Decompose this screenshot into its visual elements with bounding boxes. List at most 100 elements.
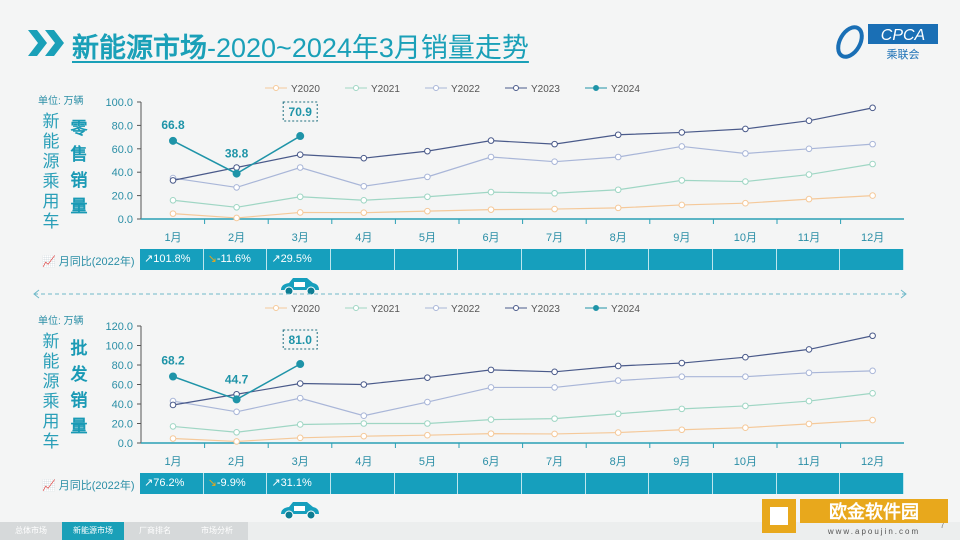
data-point	[678, 201, 686, 209]
data-label: 81.0	[289, 333, 313, 347]
data-point	[296, 394, 304, 402]
data-point	[487, 137, 495, 144]
trend-up-icon: ↗	[271, 477, 281, 489]
data-point	[169, 177, 177, 184]
trend-icon: 📈	[42, 256, 56, 268]
legend-label: Y2020	[291, 84, 320, 95]
data-point	[614, 429, 622, 436]
data-point	[805, 346, 813, 353]
y-tick-label: 40.0	[112, 167, 133, 179]
data-point	[678, 143, 686, 150]
x-tick-label: 9月	[673, 232, 690, 244]
data-point	[742, 353, 749, 361]
data-point	[742, 125, 749, 133]
yoy-cell: ↗31.1%	[267, 473, 332, 494]
yoy-cell	[331, 473, 395, 494]
x-tick-label: 2月	[228, 232, 245, 244]
data-point	[296, 151, 304, 158]
footer-tab[interactable]: 厂商排名	[124, 522, 186, 540]
data-point	[424, 147, 431, 155]
trend-down-icon: ↘	[207, 477, 217, 489]
yoy-cell	[649, 249, 714, 270]
legend-label: Y2021	[371, 84, 400, 95]
x-tick-label: 8月	[610, 232, 627, 244]
yoy-cell	[840, 249, 905, 270]
data-point	[869, 160, 876, 168]
data-point	[296, 164, 304, 171]
legend-label: Y2023	[531, 84, 560, 95]
x-tick-label: 11月	[798, 232, 820, 244]
data-point	[169, 210, 177, 217]
data-point	[551, 368, 558, 376]
yoy-cell	[840, 473, 905, 494]
cpca-logo: CPCA 乘联会	[836, 20, 940, 64]
x-tick-label: 7月	[546, 232, 563, 244]
yoy-cell: ↘-9.9%	[204, 473, 268, 494]
yoy-cell	[777, 249, 841, 270]
data-point	[614, 377, 622, 384]
legend-label: Y2022	[451, 84, 480, 95]
data-point	[233, 164, 240, 171]
x-tick-label: 7月	[546, 456, 563, 468]
x-tick-label: 5月	[419, 456, 436, 468]
trend-icon: 📈	[42, 480, 56, 492]
data-point	[169, 401, 177, 409]
category-label: 新能源乘用车	[42, 332, 60, 451]
line-chart: Y2020 Y2021 Y2022 Y2023 Y2024 0.0 20.0 40.0 60.0…	[105, 84, 904, 244]
watermark-logo: 欧金软件园 www.apoujin.com	[762, 499, 948, 536]
data-point	[360, 420, 368, 427]
x-tick-label: 1月	[164, 456, 181, 468]
data-point	[487, 430, 495, 437]
yoy-cell	[713, 249, 777, 270]
data-point	[424, 431, 431, 439]
data-point	[360, 196, 368, 204]
footer-tab[interactable]: 总体市场	[0, 522, 62, 540]
data-point	[487, 188, 495, 196]
data-point	[487, 384, 495, 391]
data-point	[678, 177, 686, 184]
yoy-cell: ↗101.8%	[140, 249, 204, 270]
series-line-Y2022	[172, 370, 873, 417]
y-tick-label: 100.0	[105, 97, 133, 109]
unit-label: 单位: 万辆	[38, 316, 84, 327]
x-tick-label: 1月	[164, 232, 181, 244]
yoy-cell	[713, 473, 777, 494]
trend-up-icon: ↗	[271, 253, 281, 265]
data-point	[614, 186, 622, 194]
data-point	[805, 195, 813, 203]
data-point	[742, 199, 749, 207]
data-point	[805, 145, 813, 153]
series-line-Y2023	[172, 335, 873, 406]
data-point	[551, 140, 558, 148]
series-line-Y2020	[172, 195, 873, 219]
data-point	[805, 117, 813, 125]
yoy-cell: ↗76.2%	[140, 473, 204, 494]
data-point	[678, 373, 686, 380]
car-icon	[281, 502, 319, 520]
data-label: 68.2	[161, 354, 185, 368]
footer-tab[interactable]: 市场分析	[186, 522, 248, 540]
data-point	[614, 131, 622, 139]
data-point	[296, 434, 304, 442]
y-tick-label: 80.0	[112, 360, 133, 372]
yoy-bar: ↗101.8% ↘-11.6% ↗29.5%	[140, 249, 905, 270]
data-point	[551, 158, 558, 165]
yoy-cell	[458, 249, 523, 270]
data-label: 70.9	[289, 105, 313, 119]
svg-text:欧金软件园: 欧金软件园	[829, 501, 919, 522]
yoy-cell	[522, 249, 586, 270]
data-point	[169, 372, 177, 381]
y-tick-label: 40.0	[112, 399, 133, 411]
data-point	[869, 367, 876, 375]
data-point	[233, 438, 240, 445]
data-point	[551, 415, 558, 422]
chevron-double-icon	[28, 30, 64, 56]
data-point	[296, 209, 304, 216]
footer-tab[interactable]: 新能源市场	[62, 522, 124, 540]
x-tick-label: 12月	[861, 456, 884, 468]
y-tick-label: 100.0	[105, 341, 133, 353]
data-point	[296, 360, 305, 369]
series-line-Y2020	[172, 419, 873, 443]
trend-down-icon: ↘	[207, 253, 217, 265]
data-point	[869, 332, 876, 340]
